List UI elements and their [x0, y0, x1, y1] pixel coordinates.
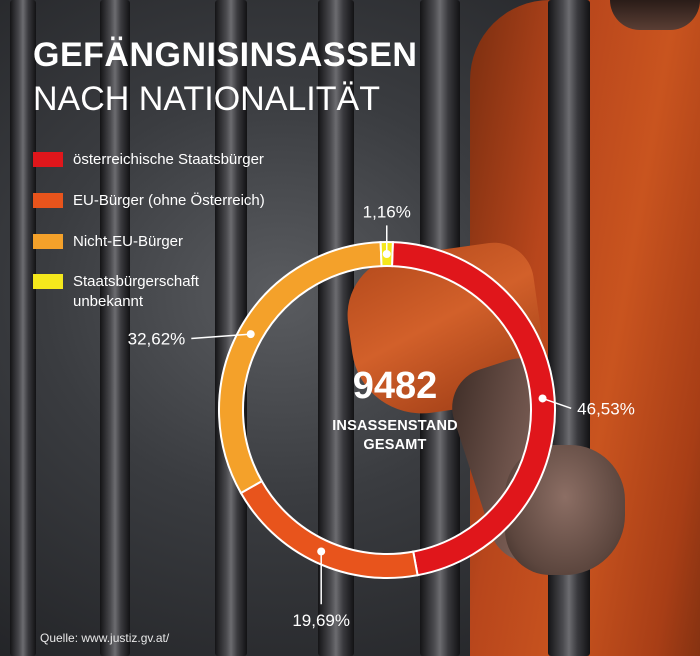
legend-swatch: [33, 152, 63, 167]
legend-swatch: [33, 274, 63, 289]
legend-item: Staatsbürgerschaft unbekannt: [33, 272, 233, 312]
source-note: Quelle: www.justiz.gv.at/: [40, 631, 170, 645]
total-label-line2: GESAMT: [363, 437, 427, 453]
legend-swatch: [33, 193, 63, 208]
slice-percent-label: 19,69%: [292, 611, 350, 630]
slice-percent-label: 1,16%: [363, 202, 411, 221]
legend-swatch: [33, 234, 63, 249]
legend-item: österreichische Staatsbürger: [33, 150, 264, 170]
title-line1: GEFÄNGNISINSASSEN: [33, 36, 418, 74]
leader-line: [542, 397, 572, 410]
slice-marker-dot: [246, 330, 255, 339]
donut-slice: [239, 479, 419, 579]
legend-item: Nicht-EU-Bürger: [33, 232, 183, 252]
legend-item: EU-Bürger (ohne Österreich): [33, 191, 265, 211]
title-line2: NACH NATIONALITÄT: [33, 80, 380, 118]
leader-line: [191, 333, 251, 340]
prison-bar: [10, 0, 36, 656]
legend-label: Staatsbürgerschaft unbekannt: [73, 273, 199, 310]
slice-percent-label: 32,62%: [128, 330, 186, 349]
total-label-line1: INSASSENSTAND: [332, 418, 458, 434]
donut-slice: [390, 241, 556, 577]
total-label: INSASSENSTAND GESAMT: [305, 417, 485, 455]
slice-marker-dot: [317, 547, 326, 556]
inmate-chin: [610, 0, 700, 30]
slice-marker-dot: [382, 250, 391, 259]
legend-label: Nicht-EU-Bürger: [73, 233, 184, 250]
legend-label: EU-Bürger (ohne Österreich): [73, 192, 265, 209]
legend-label: österreichische Staatsbürger: [73, 151, 264, 168]
total-count: 9482: [352, 365, 438, 407]
prison-bar: [100, 0, 130, 656]
slice-percent-label: 46,53%: [577, 399, 635, 418]
slice-marker-dot: [538, 394, 547, 403]
